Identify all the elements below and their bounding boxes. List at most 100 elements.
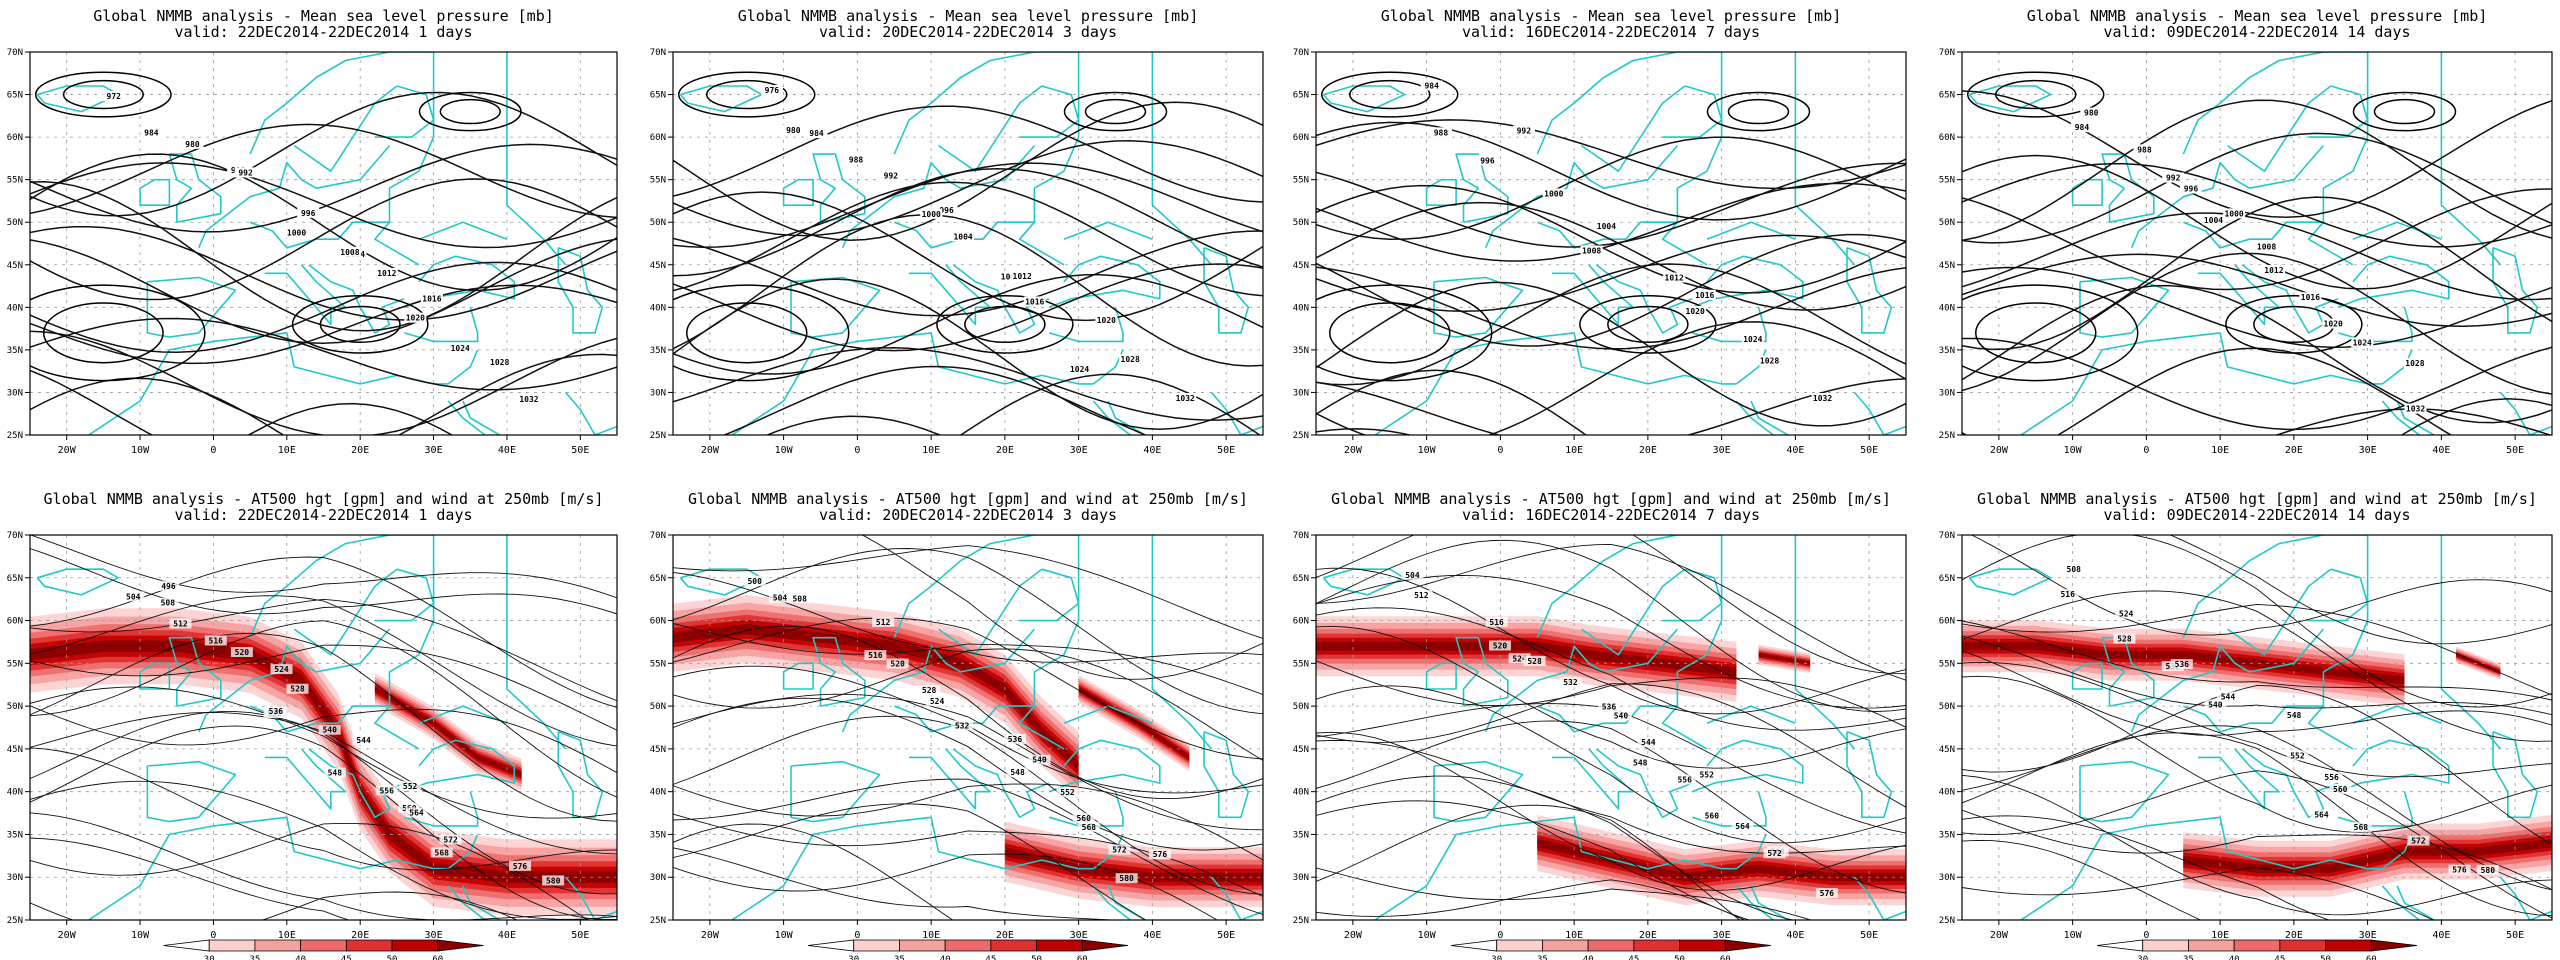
contour-label: 580 <box>546 876 561 885</box>
colorbar-label: 30 <box>2137 955 2148 960</box>
contour-label: 552 <box>1060 788 1075 797</box>
contour-label-bg <box>338 246 361 257</box>
contour-label-bg <box>1174 393 1197 404</box>
contour-line <box>1975 302 2097 364</box>
contour-label-bg <box>2349 821 2372 832</box>
contour-label-bg <box>1695 769 1718 780</box>
contour-label-bg <box>230 647 253 658</box>
coastline <box>146 276 237 338</box>
z500-panel: Global NMMB analysis - AT500 hgt [gpm] a… <box>7 490 618 960</box>
coastline <box>2492 247 2539 334</box>
contour-label-bg <box>1429 127 1452 138</box>
contour-line <box>765 415 942 435</box>
coastline <box>447 885 486 920</box>
lat-tick-label: 45N <box>650 745 666 755</box>
colorbar-swatch <box>2142 939 2189 952</box>
contour-label-bg <box>782 124 805 135</box>
contour-label: 572 <box>1767 849 1782 858</box>
contour-label: 1016 <box>1025 297 1044 306</box>
contour-line <box>319 305 401 344</box>
lat-tick-label: 55N <box>650 659 666 669</box>
contour-line <box>861 535 1263 680</box>
contour-line <box>1316 136 1906 240</box>
contour-line <box>2373 98 2436 125</box>
lat-tick-label: 35N <box>1939 830 1955 840</box>
contour-label: 520 <box>235 648 250 657</box>
coastline <box>2307 535 2369 750</box>
coastline <box>168 153 222 223</box>
coastline <box>168 636 222 707</box>
lon-tick-label: 30E <box>1713 445 1731 456</box>
contour-line <box>1063 91 1168 132</box>
coastline <box>1092 885 1131 920</box>
contour-line <box>1316 567 1906 715</box>
lat-tick-label: 30N <box>1293 388 1309 398</box>
lat-tick-label: 50N <box>650 218 666 228</box>
contour-label: 560 <box>1705 811 1720 820</box>
lon-tick-label: 50E <box>1217 930 1235 941</box>
contour-line <box>2169 535 2552 645</box>
coastline <box>557 731 604 819</box>
map-frame <box>1315 51 1907 436</box>
lon-tick-label: 30E <box>1070 930 1088 941</box>
contour-label-bg <box>999 271 1022 282</box>
colorbar-swatch <box>1081 939 1129 952</box>
contour-line <box>30 780 617 920</box>
contour-line <box>1962 839 2202 920</box>
contour-line <box>439 98 501 125</box>
lon-tick-label: 40E <box>2432 445 2450 456</box>
contour-label-bg <box>285 227 308 238</box>
contour-line <box>1962 337 2552 431</box>
contour-line <box>1316 685 1906 844</box>
contour-label-bg <box>1673 774 1696 785</box>
coastline <box>1552 748 1634 810</box>
contour-line <box>1329 302 1451 364</box>
contour-label: 516 <box>868 651 883 660</box>
contour-label-bg <box>1684 305 1707 316</box>
lat-tick-label: 60N <box>650 617 666 627</box>
contour-line <box>30 705 617 774</box>
contour-line <box>30 822 589 920</box>
contour-line <box>1962 99 2552 242</box>
contour-label-bg <box>1758 355 1781 366</box>
panel-valid-date: valid: 22DEC2014-22DEC2014 1 days <box>174 23 472 41</box>
contour-line <box>673 213 1263 367</box>
contour-line <box>1962 535 2552 708</box>
lat-tick-label: 60N <box>1939 617 1955 627</box>
lat-tick-label: 40N <box>7 303 23 313</box>
lon-tick-label: 10E <box>1565 930 1583 941</box>
lat-tick-label: 45N <box>1939 745 1955 755</box>
contour-label-bg <box>2113 633 2136 644</box>
contour-line <box>1962 196 2552 351</box>
lat-tick-label: 25N <box>1939 431 1955 441</box>
lat-tick-label: 35N <box>650 346 666 356</box>
lat-tick-label: 45N <box>1293 745 1309 755</box>
contour-label-bg <box>270 664 293 675</box>
coastline <box>1853 391 1906 435</box>
lon-tick-label: 40E <box>1786 930 1804 941</box>
contour-line <box>1962 725 2552 891</box>
contour-label: 524 <box>930 697 945 706</box>
contour-line <box>30 353 617 435</box>
coastline <box>1107 400 1146 435</box>
map-frame <box>29 534 618 921</box>
contour-line <box>30 162 617 249</box>
lon-tick-label: 0 <box>1497 445 1503 456</box>
lon-tick-label: 30E <box>425 445 443 456</box>
lat-tick-label: 25N <box>1939 916 1955 926</box>
lon-tick-label: 30E <box>2359 930 2377 941</box>
coastline <box>731 332 1094 435</box>
panel-title: Global NMMB analysis - AT500 hgt [gpm] a… <box>1977 490 2537 508</box>
coastline <box>1107 885 1146 920</box>
lat-tick-label: 35N <box>7 830 23 840</box>
coastline <box>1735 885 1774 920</box>
contour-label: 988 <box>849 155 864 164</box>
contour-line <box>1316 369 1588 435</box>
contour-label: 556 <box>1677 775 1692 784</box>
lon-tick-label: 10W <box>131 930 150 941</box>
contour-label: 548 <box>328 769 343 778</box>
lon-tick-label: 50E <box>571 930 589 941</box>
colorbar-label: 40 <box>1583 955 1594 960</box>
colorbar-swatch <box>899 939 946 952</box>
